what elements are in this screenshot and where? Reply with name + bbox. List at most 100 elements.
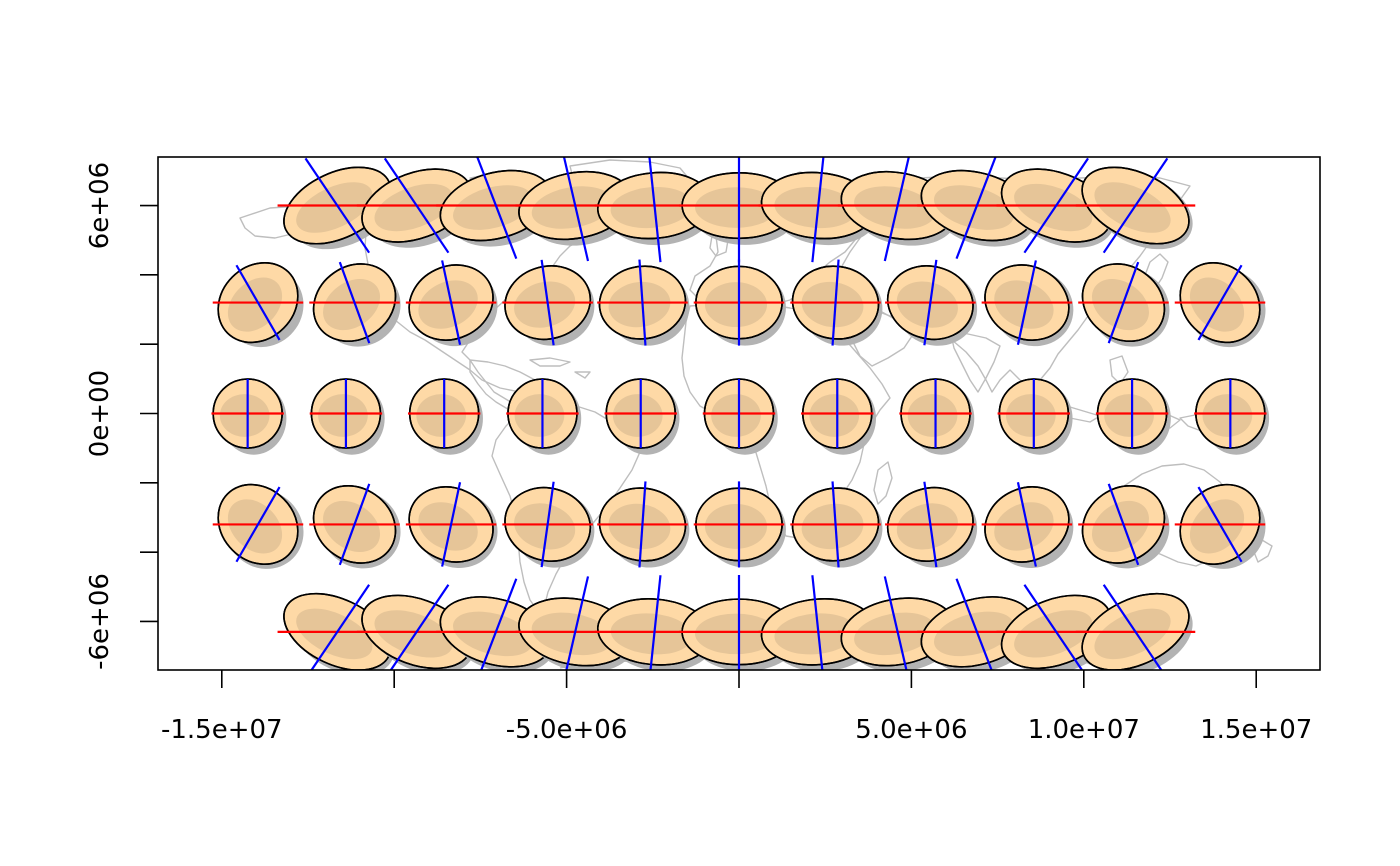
meridian-line xyxy=(1016,482,1037,567)
indicatrix-inner xyxy=(1189,499,1245,554)
indicatrix-inner xyxy=(801,281,864,328)
indicatrix xyxy=(1095,378,1171,455)
indicatrix-inner xyxy=(994,280,1054,329)
indicatrix-inner xyxy=(774,613,857,655)
indicatrix-inner xyxy=(418,280,478,329)
indicatrix-outline xyxy=(312,263,397,342)
indicatrix xyxy=(801,378,877,455)
x-tick-label: 5.0e+06 xyxy=(855,715,967,745)
indicatrix-outline xyxy=(1081,592,1190,670)
meridian-line xyxy=(883,157,910,262)
indicatrix-inner xyxy=(374,183,453,232)
meridian-line xyxy=(441,260,462,345)
indicatrix-inner xyxy=(323,278,381,331)
meridian-line xyxy=(1102,584,1163,670)
indicatrix xyxy=(899,378,975,455)
indicatrix-outline xyxy=(886,486,974,562)
indicatrix xyxy=(212,483,304,569)
indicatrix-inner xyxy=(531,612,613,656)
indicatrix xyxy=(693,259,786,346)
indicatrix-inner xyxy=(1104,394,1154,437)
indicatrix-inner xyxy=(1005,394,1056,437)
indicatrix-outline xyxy=(1179,261,1261,344)
meridian-line xyxy=(1197,264,1243,341)
indicatrix-inner xyxy=(323,500,381,553)
indicatrix-outline xyxy=(408,264,494,341)
indicatrix-outline xyxy=(217,261,299,344)
indicatrix xyxy=(604,378,680,455)
indicatrix-inner xyxy=(514,394,565,437)
indicatrix xyxy=(597,481,690,568)
indicatrix xyxy=(309,483,401,569)
meridian-line xyxy=(831,259,840,346)
indicatrix xyxy=(594,575,715,670)
meridian-line xyxy=(1023,157,1089,254)
indicatrix-outline xyxy=(598,265,687,340)
indicatrix-inner xyxy=(934,611,1014,657)
indicatrix-inner xyxy=(374,610,453,658)
indicatrix-inner xyxy=(418,502,478,551)
meridian-line xyxy=(338,261,371,344)
indicatrix-inner xyxy=(1091,500,1149,553)
meridian-line xyxy=(831,481,840,568)
indicatrix-outline xyxy=(504,265,592,341)
meridian-line xyxy=(648,157,662,263)
indicatrix-outline xyxy=(312,485,397,564)
meridian-line xyxy=(1016,260,1037,345)
indicatrix-outline xyxy=(217,483,299,566)
meridian-line xyxy=(310,584,371,670)
indicatrix-inner xyxy=(608,281,671,328)
indicatrix-inner xyxy=(1094,182,1171,233)
indicatrix-inner xyxy=(296,182,373,233)
indicatrix-inner xyxy=(318,394,368,437)
meridian-line xyxy=(811,157,825,263)
indicatrix xyxy=(1174,483,1266,569)
indicatrix-inner xyxy=(1014,610,1093,658)
indicatrix-inner xyxy=(1189,277,1245,332)
x-tick-label: 1.0e+07 xyxy=(1028,715,1140,745)
meridian-line xyxy=(923,259,938,346)
indicatrix-inner xyxy=(1094,608,1171,660)
indicatrix-inner xyxy=(452,185,533,230)
x-tick-label: 1.5e+07 xyxy=(1200,715,1312,745)
meridian-line xyxy=(476,157,518,260)
meridian-line xyxy=(383,157,450,254)
y-tick-label: 6e+06 xyxy=(85,162,115,249)
indicatrix xyxy=(1174,261,1266,348)
indicatrix xyxy=(885,481,978,568)
x-tick-label: -5.0e+06 xyxy=(506,715,628,745)
indicatrix xyxy=(790,259,883,346)
indicatrix-inner xyxy=(711,394,761,437)
meridian-line xyxy=(540,481,555,568)
indicatrix-inner xyxy=(809,394,860,437)
meridian-line xyxy=(235,486,281,563)
indicatrix-outline xyxy=(1179,483,1261,566)
indicatrix xyxy=(502,259,595,346)
indicatrix xyxy=(405,260,498,347)
indicatrix xyxy=(212,261,304,348)
meridian-line xyxy=(1102,157,1169,254)
indicatrix-inner xyxy=(854,612,936,656)
indicatrix-inner xyxy=(907,394,958,437)
indicatrix-inner xyxy=(296,608,373,660)
indicatrix-outline xyxy=(791,265,880,340)
indicatrix-inner xyxy=(704,282,768,328)
indicatrix-outline xyxy=(1081,166,1190,245)
indicatrix-inner xyxy=(934,185,1014,230)
indicatrix xyxy=(1078,261,1170,347)
indicatrix xyxy=(790,481,883,568)
indicatrix-inner xyxy=(227,499,283,554)
indicatrix-inner xyxy=(1091,278,1149,331)
indicatrix xyxy=(885,259,978,346)
indicatrix-inner xyxy=(1202,394,1253,437)
meridian-line xyxy=(338,483,371,566)
indicatrix-inner xyxy=(608,503,671,550)
caribbean-coastline xyxy=(529,357,591,379)
x-tick-label: -1.5e+07 xyxy=(161,715,283,745)
indicatrix-inner xyxy=(695,613,777,655)
meridian-line xyxy=(565,576,590,670)
indicatrix xyxy=(506,378,582,455)
indicatrix-inner xyxy=(612,394,663,437)
india-coastline xyxy=(949,329,1001,393)
